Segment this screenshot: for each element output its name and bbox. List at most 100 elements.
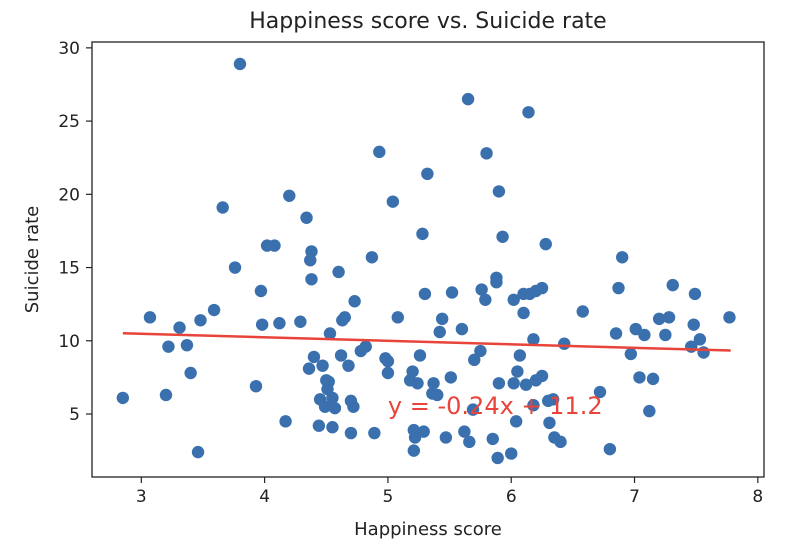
data-point — [294, 315, 307, 328]
data-point — [348, 295, 361, 308]
data-point — [468, 353, 481, 367]
x-tick-label: 5 — [383, 487, 394, 507]
data-point — [496, 230, 509, 243]
trendline — [122, 331, 731, 352]
data-point — [194, 314, 207, 327]
data-point — [609, 327, 623, 340]
data-point — [326, 391, 339, 405]
data-point — [616, 251, 629, 264]
x-axis-label: Happiness score — [354, 519, 502, 540]
data-point — [305, 245, 318, 258]
y-tick-label: 10 — [58, 332, 80, 352]
data-point — [416, 227, 429, 241]
data-point — [307, 350, 321, 364]
data-point — [421, 167, 434, 181]
data-point — [418, 287, 432, 301]
data-point — [612, 281, 625, 295]
data-point — [373, 145, 386, 159]
y-tick-label: 30 — [58, 39, 80, 59]
data-point — [322, 375, 335, 388]
data-point — [513, 349, 527, 362]
x-tick-label: 6 — [506, 487, 517, 507]
data-point — [723, 311, 736, 324]
data-point — [535, 369, 549, 383]
data-point — [316, 359, 329, 372]
data-point — [406, 365, 419, 378]
data-point — [624, 347, 638, 361]
data-point — [386, 195, 400, 208]
data-point — [492, 185, 506, 198]
chart-title: Happiness score vs. Suicide rate — [249, 9, 606, 34]
data-point — [323, 327, 337, 340]
data-point — [603, 442, 617, 456]
data-point — [143, 311, 157, 324]
data-point — [697, 346, 710, 359]
x-tick-label: 3 — [136, 487, 147, 507]
data-point — [435, 312, 449, 326]
y-tick-label: 5 — [69, 405, 80, 425]
data-point — [439, 431, 453, 444]
data-point — [593, 385, 607, 399]
data-point — [381, 366, 395, 380]
data-point — [480, 147, 493, 160]
data-point — [347, 400, 360, 413]
plot-frame — [91, 41, 765, 478]
data-point — [233, 57, 247, 71]
data-point — [511, 365, 524, 378]
data-point — [486, 432, 499, 446]
data-point — [444, 371, 458, 384]
data-point — [312, 419, 326, 432]
data-point — [249, 379, 263, 393]
data-point — [326, 421, 339, 434]
x-tick-label: 8 — [752, 487, 763, 507]
data-point — [159, 388, 173, 402]
data-point — [463, 435, 476, 449]
data-point — [517, 306, 530, 320]
data-point — [475, 283, 488, 296]
data-point — [479, 293, 492, 306]
x-tick-label: 4 — [259, 487, 270, 507]
data-point — [507, 377, 520, 390]
data-point — [554, 435, 567, 449]
data-point — [427, 377, 440, 390]
data-point — [558, 337, 571, 350]
data-point — [492, 377, 506, 390]
data-point — [662, 311, 676, 324]
data-point — [539, 237, 552, 251]
data-point — [391, 311, 404, 324]
data-point — [254, 284, 268, 298]
data-point — [466, 403, 480, 416]
data-point — [535, 281, 549, 295]
data-point — [300, 211, 313, 224]
y-tick-label: 20 — [58, 185, 80, 205]
data-point — [368, 426, 381, 440]
data-point — [633, 371, 646, 384]
data-point — [643, 404, 656, 418]
data-point — [693, 333, 707, 346]
data-point — [522, 106, 535, 119]
data-point — [666, 278, 679, 292]
data-point — [365, 251, 379, 264]
data-point — [173, 321, 186, 334]
y-axis-label: Suicide rate — [22, 206, 43, 314]
data-point — [273, 317, 286, 330]
data-point — [417, 425, 430, 438]
x-tick-label: 7 — [629, 487, 640, 507]
data-point — [268, 239, 281, 252]
data-point — [413, 349, 427, 362]
data-point — [646, 372, 660, 386]
trendline-equation: y = -0.24x + 11.2 — [388, 392, 603, 420]
data-point — [302, 362, 316, 375]
data-point — [546, 393, 560, 406]
data-point — [407, 444, 421, 457]
data-point — [318, 400, 332, 413]
data-point — [445, 286, 459, 299]
data-point — [344, 426, 358, 440]
data-point — [191, 445, 205, 459]
data-point — [659, 328, 672, 342]
data-point — [433, 325, 446, 339]
data-point — [334, 349, 348, 362]
data-point — [491, 451, 504, 465]
data-point — [527, 399, 540, 412]
